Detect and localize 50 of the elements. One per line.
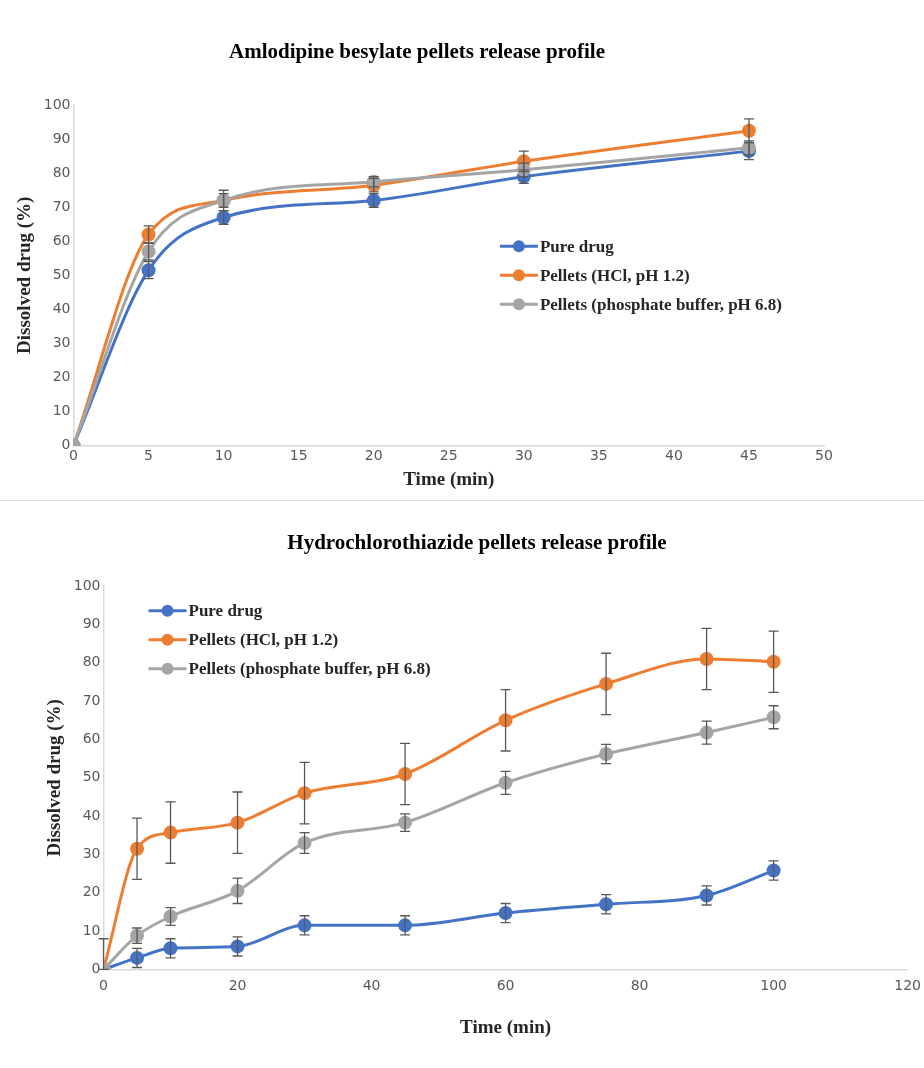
y-tick-label: 10 — [52, 402, 71, 419]
x-axis-title: Time (min) — [460, 1015, 552, 1038]
y-axis-title: Dissolved drug (%) — [43, 699, 66, 857]
y-tick-label: 30 — [52, 333, 71, 350]
x-tick-label: 50 — [815, 447, 833, 464]
x-tick-label: 80 — [630, 977, 649, 994]
x-tick-label: 60 — [496, 977, 515, 994]
x-tick-label: 20 — [228, 977, 247, 994]
y-tick-label: 90 — [82, 615, 101, 632]
y-axis-title: Dissolved drug (%) — [13, 196, 36, 354]
x-tick-label: 120 — [894, 977, 922, 994]
y-tick-label: 20 — [82, 883, 101, 900]
x-tick-label: 40 — [664, 447, 683, 464]
y-tick-label: 50 — [52, 265, 71, 282]
y-tick-label: 80 — [82, 653, 101, 670]
x-axis-title: Time (min) — [403, 467, 495, 490]
y-tick-label: 90 — [52, 129, 71, 146]
legend-label: Pure drug — [188, 601, 263, 621]
x-tick-label: 35 — [589, 447, 608, 464]
y-tick-label: 30 — [82, 845, 101, 862]
x-tick-label: 10 — [214, 447, 233, 464]
x-tick-label: 45 — [740, 447, 758, 464]
legend-label: Pure drug — [539, 236, 615, 256]
y-tick-label: 70 — [82, 691, 101, 708]
y-tick-label: 0 — [61, 436, 71, 453]
y-tick-label: 40 — [82, 806, 101, 823]
x-tick-label: 20 — [364, 447, 383, 464]
y-tick-label: 20 — [52, 368, 71, 384]
y-tick-label: 60 — [52, 231, 71, 248]
y-tick-label: 0 — [91, 960, 101, 977]
y-tick-label: 70 — [52, 197, 71, 214]
y-tick-label: 60 — [82, 730, 101, 747]
y-tick-label: 10 — [82, 921, 101, 938]
y-tick-label: 100 — [73, 576, 101, 593]
y-tick-label: 50 — [82, 768, 101, 785]
x-tick-label: 5 — [144, 447, 154, 464]
x-tick-label: 25 — [439, 447, 458, 464]
legend-label: Pellets (HCl, pH 1.2) — [539, 265, 690, 285]
y-tick-label: 100 — [43, 95, 71, 112]
legend-label: Pellets (HCl, pH 1.2) — [188, 630, 339, 650]
legend-label: Pellets (phosphate buffer, pH 6.8) — [188, 659, 431, 679]
chart-title: Hydrochlorothiazide pellets release profile — [287, 530, 667, 555]
legend-label: Pellets (phosphate buffer, pH 6.8) — [539, 294, 783, 314]
x-tick-label: 40 — [362, 977, 381, 994]
chart-title: Amlodipine besylate pellets release profile — [228, 39, 606, 64]
y-tick-label: 40 — [52, 299, 71, 316]
x-tick-label: 100 — [760, 977, 787, 994]
x-tick-label: 30 — [514, 447, 533, 464]
x-tick-label: 15 — [289, 447, 308, 464]
y-tick-label: 80 — [52, 163, 71, 180]
